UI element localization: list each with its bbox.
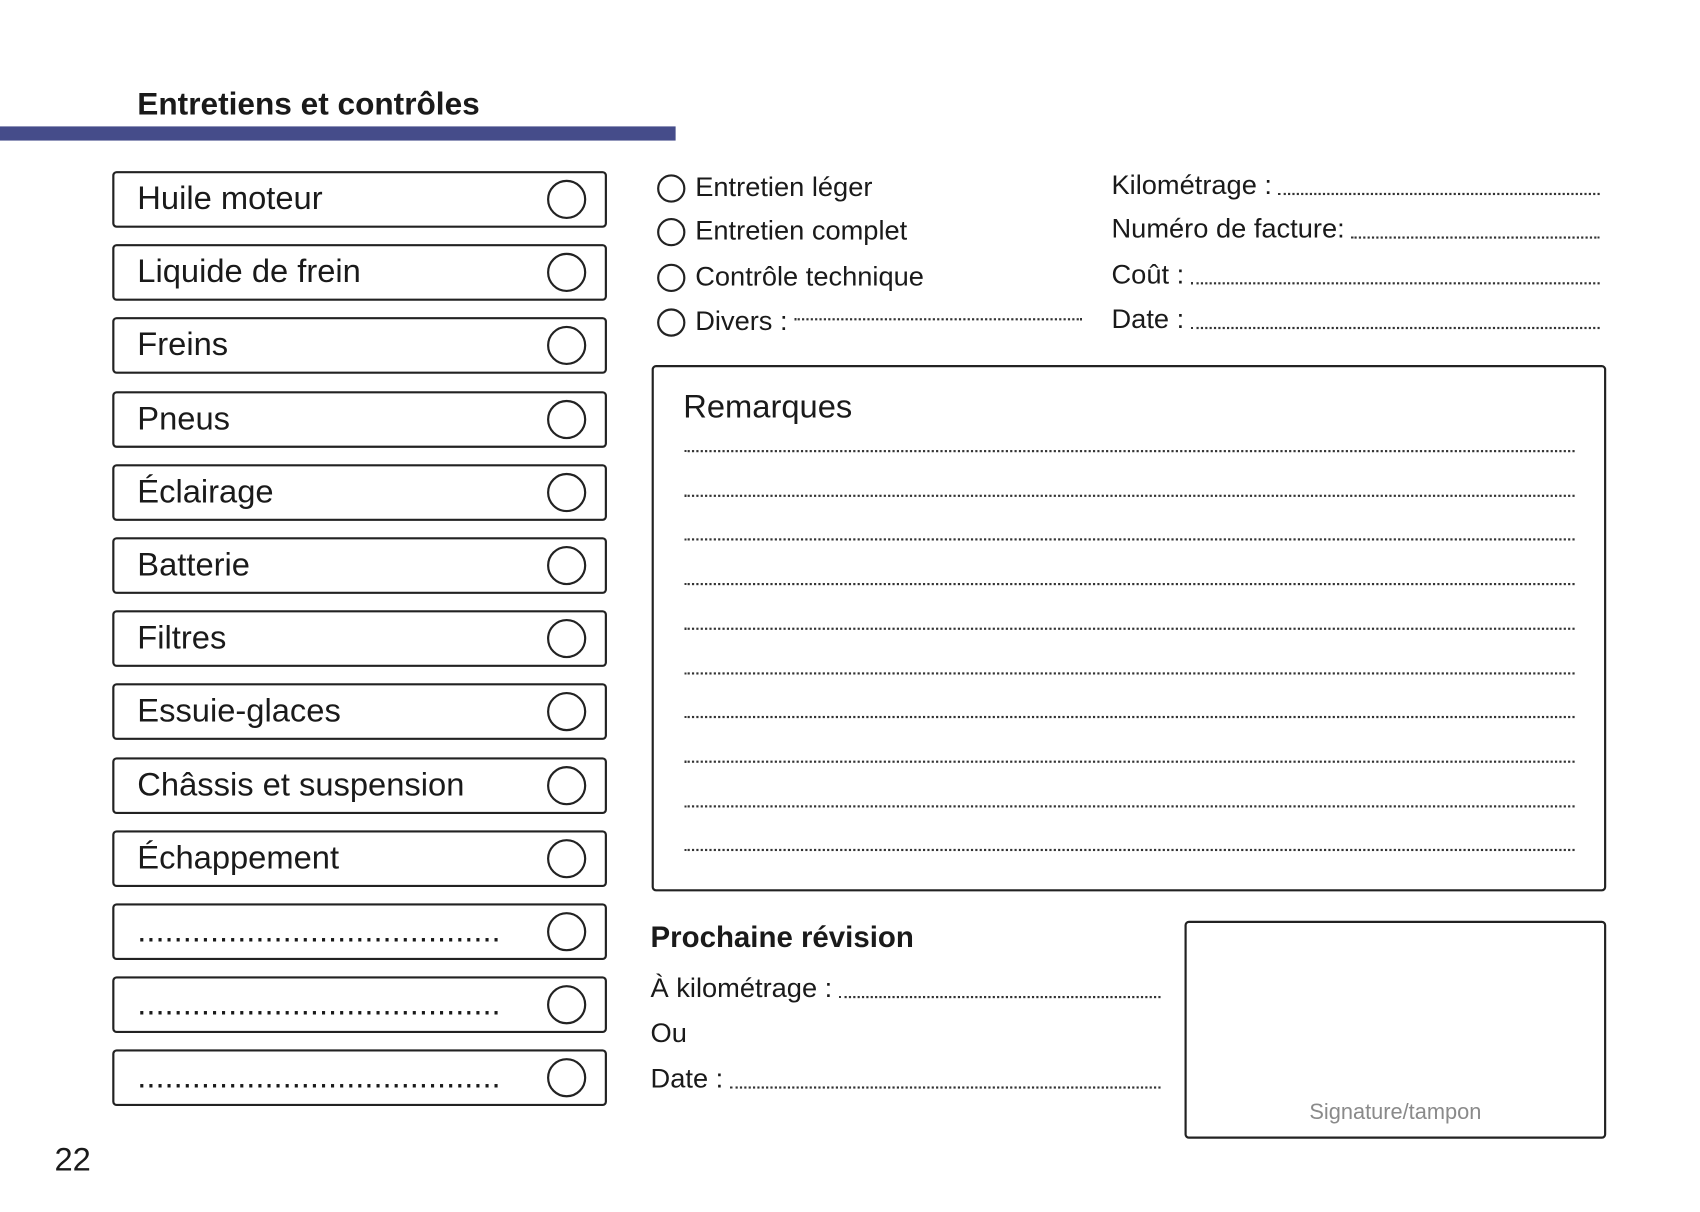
remarks-line[interactable] [684,671,1575,674]
radio-circle[interactable] [657,263,686,292]
remarks-line[interactable] [684,627,1575,630]
checklist-item[interactable]: Batterie [112,537,607,594]
checkbox-circle[interactable] [547,912,587,952]
checkbox-circle[interactable] [547,692,587,732]
dotted-line [1278,192,1600,196]
option-label: Entretien léger [695,172,873,203]
checklist-item-label: Batterie [137,547,250,583]
field-label: Numéro de facture: [1111,213,1345,245]
checkbox-circle[interactable] [547,838,587,879]
checklist-item[interactable]: Freins [112,317,607,375]
signature-label: Signature/tampon [1309,1100,1482,1125]
checklist-item-label: Essuie-glaces [137,693,341,730]
checklist-item[interactable]: Liquide de frein [112,244,607,301]
radio-circle[interactable] [657,217,686,246]
field-label: Coût : [1111,259,1185,290]
title-underline-bar [0,126,676,141]
checklist-item-label: Éclairage [137,473,274,510]
service-option[interactable]: Divers : [657,306,1083,338]
next-km-field[interactable]: À kilométrage : [651,973,1161,1005]
checklist-item[interactable]: Pneus [112,390,607,448]
checklist-item[interactable]: Essuie-glaces [112,683,607,741]
checklist-item-label: Liquide de frein [137,254,361,291]
option-label: Contrôle technique [695,261,924,293]
radio-circle[interactable] [657,307,686,337]
checkbox-circle[interactable] [547,619,587,659]
signature-box[interactable]: Signature/tampon [1184,920,1607,1139]
dotted-line [1351,236,1600,239]
radio-circle[interactable] [657,173,686,203]
checklist-item[interactable]: Éclairage [112,463,607,521]
remarks-title: Remarques [683,389,853,425]
checkbox-circle[interactable] [547,326,587,366]
remarks-line[interactable] [684,716,1575,719]
dotted-line [838,995,1161,999]
checklist-item[interactable]: Échappement [112,830,607,887]
service-field[interactable]: Date : [1111,304,1600,336]
service-field[interactable]: Kilométrage : [1111,169,1600,202]
checklist-item[interactable]: Filtres [112,610,607,668]
checklist-item-label: Échappement [137,839,340,876]
option-label: Entretien complet [695,215,908,247]
checklist-item[interactable]: Huile moteur [112,171,607,228]
checklist-item[interactable]: Châssis et suspension [112,756,607,814]
remarks-line[interactable] [684,804,1575,808]
next-date-field[interactable]: Date : [651,1064,1161,1096]
page-number: 22 [54,1142,91,1178]
remarks-line[interactable] [684,450,1575,453]
checkbox-circle[interactable] [547,253,587,293]
remarks-line[interactable] [684,538,1575,541]
next-date-label: Date : [650,1063,724,1095]
service-option[interactable]: Entretien complet [657,216,907,248]
checklist-item[interactable]: ........................................ [112,903,607,961]
next-revision-title: Prochaine révision [650,920,914,954]
or-label-wrap: Ou [651,1018,687,1050]
dotted-line [794,317,1083,320]
checklist-item-label: ........................................ [137,1059,501,1096]
checkbox-circle[interactable] [547,399,587,439]
page-title: Entretiens et contrôles [137,87,480,123]
dotted-line [1190,326,1600,330]
remarks-box: Remarques [651,365,1607,892]
checklist-item-label: Filtres [137,620,227,657]
checklist-item[interactable]: ........................................ [112,976,607,1034]
dotted-line [1190,282,1600,285]
service-option[interactable]: Contrôle technique [657,262,924,294]
checkbox-circle[interactable] [547,472,587,512]
service-field[interactable]: Coût : [1111,259,1600,291]
checklist-item-label: Châssis et suspension [137,766,465,803]
dotted-line [729,1086,1161,1089]
service-field[interactable]: Numéro de facture: [1111,213,1600,246]
checkbox-circle[interactable] [547,985,587,1025]
remarks-line[interactable] [684,760,1575,763]
next-km-label: À kilométrage : [650,973,833,1004]
checkbox-circle[interactable] [547,545,587,586]
remarks-line[interactable] [684,849,1575,852]
checklist-item-label: ........................................ [137,986,501,1023]
checkbox-circle[interactable] [547,179,587,220]
remarks-line[interactable] [684,494,1575,497]
checklist-item-label: ........................................ [137,913,501,950]
field-label: Date : [1111,304,1185,335]
checklist-item-label: Pneus [137,400,231,437]
checkbox-circle[interactable] [547,765,587,805]
remarks-line[interactable] [684,583,1575,586]
checklist-item-label: Huile moteur [137,180,323,217]
checklist-item-label: Freins [137,327,229,364]
or-label: Ou [650,1017,687,1049]
checklist-item[interactable]: ........................................ [112,1049,607,1107]
service-option[interactable]: Entretien léger [657,172,872,204]
option-label: Divers : [695,306,788,337]
field-label: Kilométrage : [1111,169,1273,201]
checkbox-circle[interactable] [547,1058,587,1098]
